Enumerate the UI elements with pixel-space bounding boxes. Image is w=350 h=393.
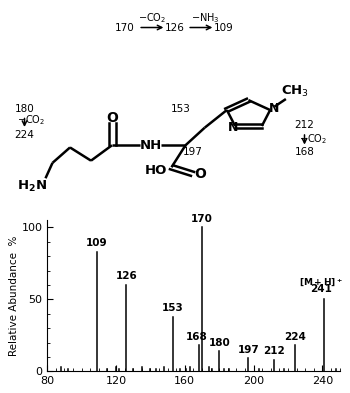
Text: $-$NH$_3$: $-$NH$_3$ (191, 11, 219, 24)
Text: 197: 197 (238, 345, 259, 355)
Text: N: N (268, 103, 279, 116)
Text: 180: 180 (15, 104, 34, 114)
Text: 168: 168 (186, 332, 208, 342)
Text: $-$CO$_2$: $-$CO$_2$ (18, 113, 46, 127)
Text: 109: 109 (214, 22, 234, 33)
Text: 224: 224 (284, 332, 306, 342)
Text: 212: 212 (263, 346, 285, 356)
Text: 170: 170 (191, 214, 213, 224)
Y-axis label: Relative Abundance  %: Relative Abundance % (9, 235, 19, 356)
Text: 241: 241 (310, 284, 331, 294)
Text: 170: 170 (114, 22, 134, 33)
Text: $\bf{H_2N}$: $\bf{H_2N}$ (16, 178, 47, 193)
Text: O: O (194, 167, 206, 181)
Text: 212: 212 (295, 120, 314, 130)
Text: 126: 126 (116, 271, 137, 281)
Text: 224: 224 (15, 130, 34, 140)
Text: NH: NH (139, 139, 162, 152)
Text: HO: HO (145, 164, 167, 177)
Text: CH$_3$: CH$_3$ (281, 84, 309, 99)
Text: 180: 180 (209, 338, 231, 348)
Text: 168: 168 (295, 147, 314, 157)
Text: 197: 197 (183, 147, 202, 157)
Text: O: O (106, 111, 118, 125)
Text: 109: 109 (86, 238, 108, 248)
X-axis label: m/z: m/z (181, 392, 206, 393)
Text: $-$CO$_2$: $-$CO$_2$ (138, 11, 166, 24)
Text: N: N (228, 121, 239, 134)
Text: 153: 153 (170, 104, 190, 114)
Text: 126: 126 (165, 22, 185, 33)
Text: $-$CO$_2$: $-$CO$_2$ (299, 132, 327, 145)
Text: 153: 153 (162, 303, 184, 313)
Text: $\bf{[M+H]^+}$: $\bf{[M+H]^+}$ (299, 276, 342, 288)
